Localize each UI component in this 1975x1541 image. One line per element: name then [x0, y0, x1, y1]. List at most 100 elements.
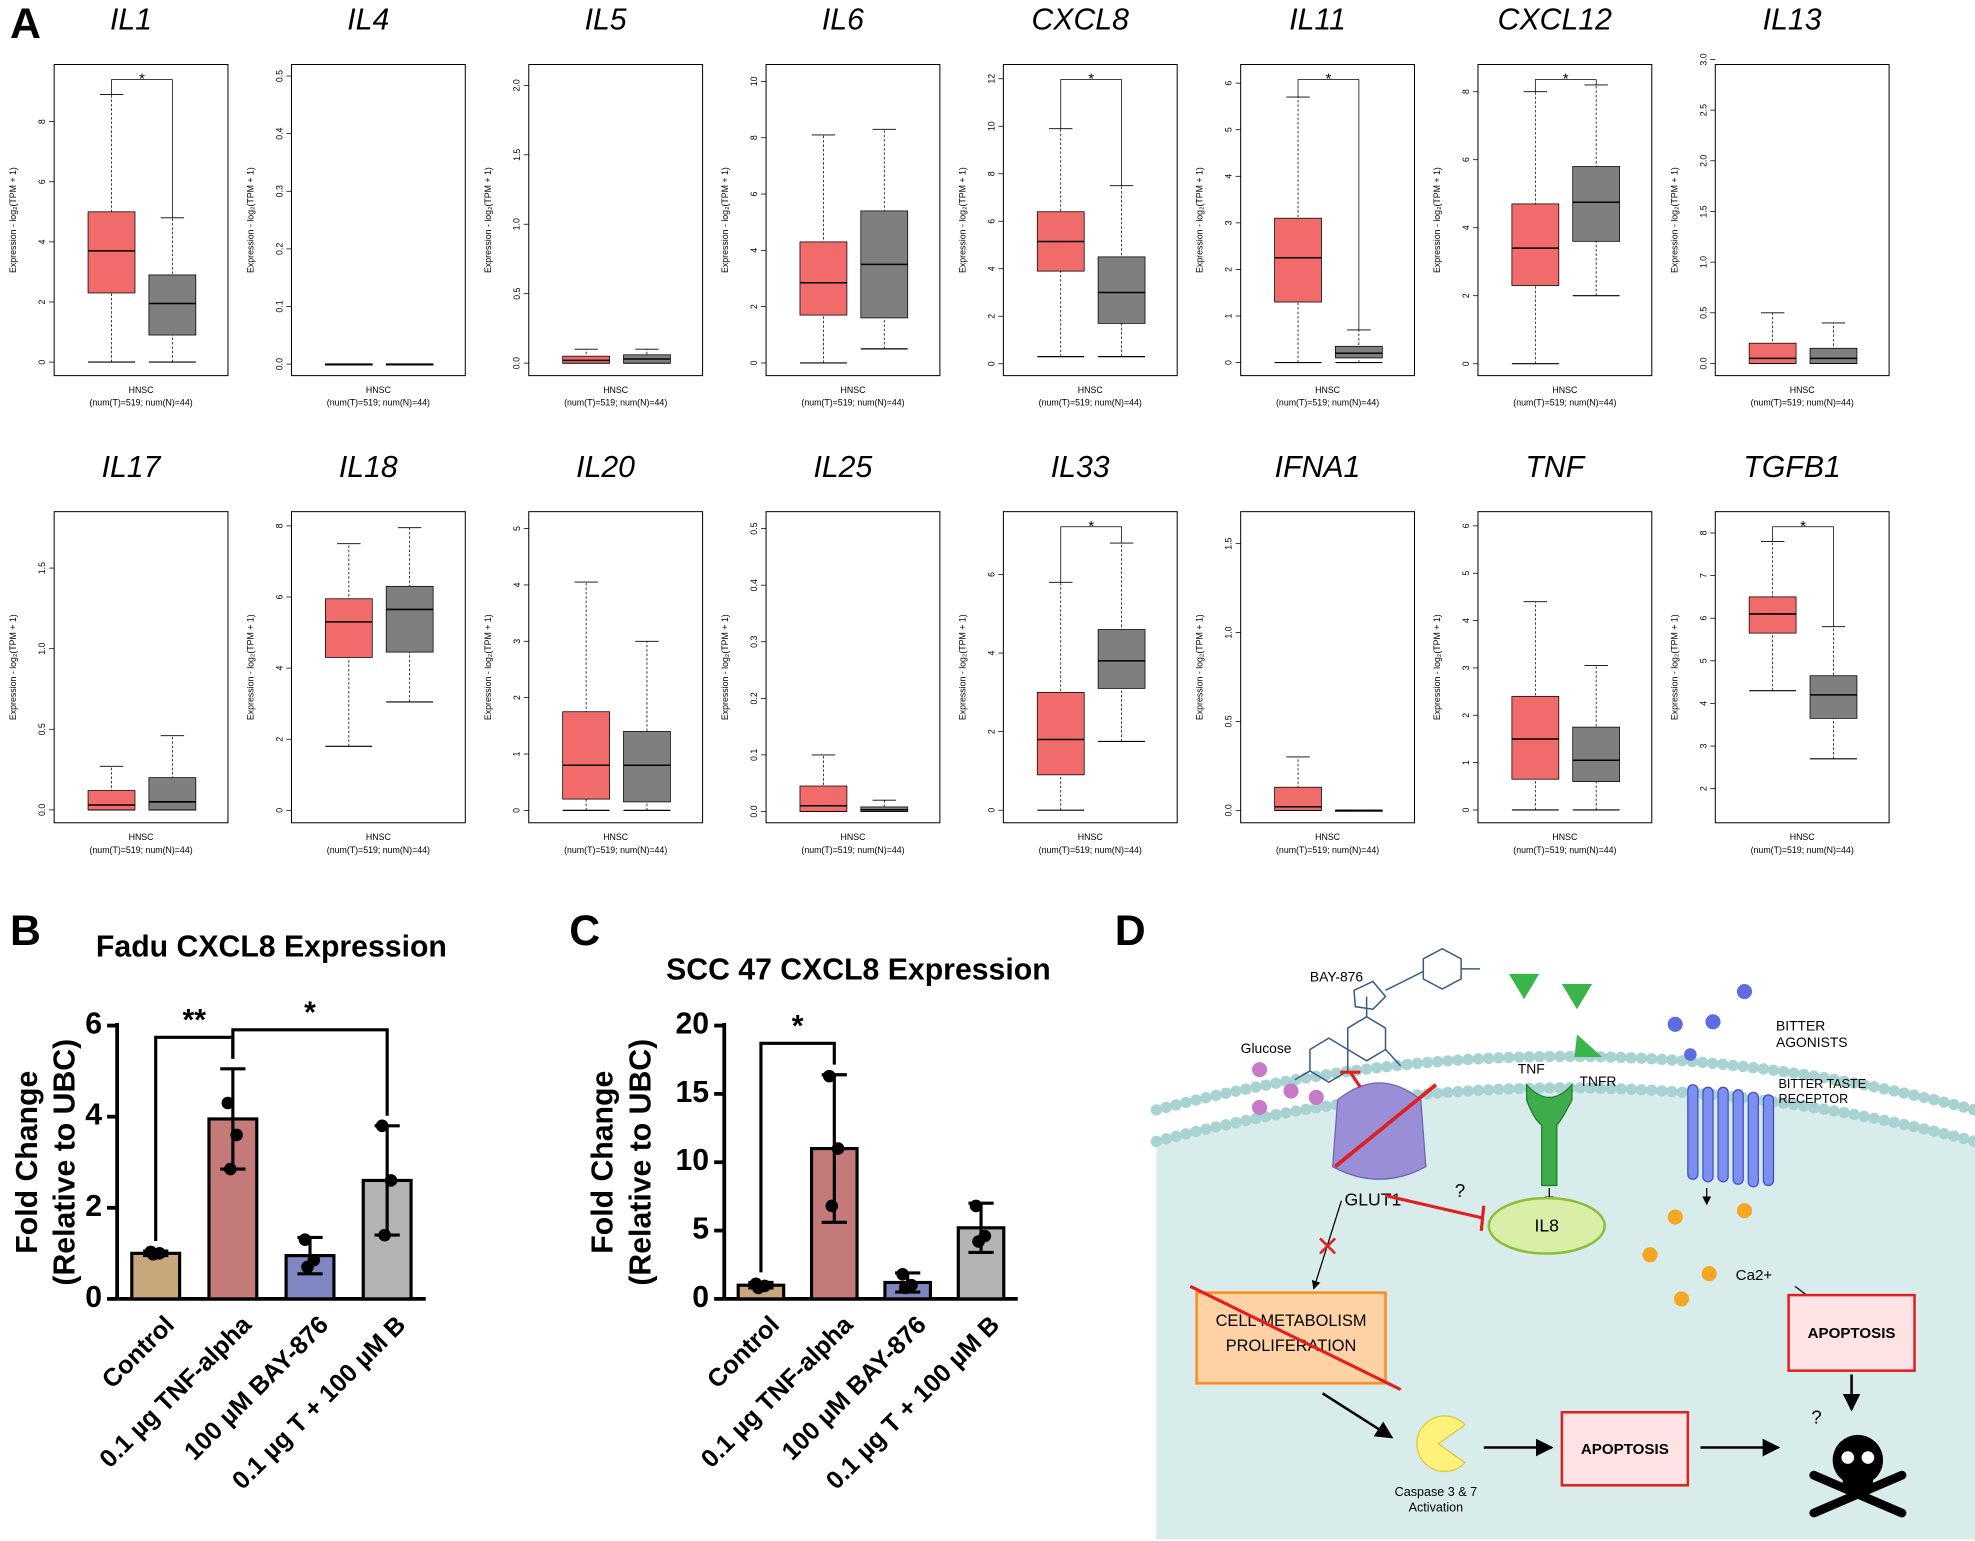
- chart-title: IFNA1: [1275, 451, 1361, 484]
- membrane: [1150, 1050, 1975, 1116]
- chart-title: TGFB1: [1743, 451, 1840, 484]
- y-axis-label: Expression - log₂(TPM + 1): [245, 614, 255, 720]
- panel-label: B: [10, 907, 41, 955]
- box: [1572, 726, 1621, 782]
- data-point: [375, 1119, 389, 1133]
- box: [148, 274, 197, 336]
- x-axis-label: HNSC: [366, 832, 392, 842]
- tnfr-label: TNFR: [1579, 1073, 1616, 1089]
- y-tick-label: 0.3: [749, 636, 759, 648]
- x-axis-note: (num(T)=519; num(N)=44): [1039, 845, 1142, 855]
- box: [324, 598, 373, 658]
- y-tick-label: 0.3: [274, 185, 284, 197]
- y-tick-label: 8: [37, 119, 47, 124]
- chart-title: IL4: [347, 4, 389, 37]
- y-tick-label: 4: [274, 666, 284, 671]
- y-tick-label: 1.5: [1698, 205, 1708, 217]
- chart-title: IL25: [813, 451, 872, 484]
- y-tick-label: 4: [1698, 701, 1708, 706]
- y-tick-label: 2: [1698, 786, 1708, 791]
- box: [1511, 695, 1560, 780]
- significance-bracket: [759, 1041, 836, 1273]
- box: [385, 585, 434, 653]
- il8: [1487, 1196, 1606, 1255]
- significance-label: *: [1800, 518, 1806, 535]
- y-tick-label: 10: [676, 1144, 710, 1177]
- y-tick-label: 0.5: [37, 723, 47, 735]
- y-tick-label: 4: [37, 239, 47, 244]
- plot-frame: [528, 511, 704, 824]
- chart-title: IL6: [822, 4, 864, 37]
- panel-label: A: [10, 0, 41, 48]
- box: [1511, 203, 1560, 286]
- data-point: [831, 1142, 845, 1155]
- y-axis-label: Expression - log₂(TPM + 1): [483, 614, 493, 720]
- glucose: [1252, 1099, 1268, 1115]
- cross: [1189, 1284, 1402, 1391]
- y-axis-label: Expression - log₂(TPM + 1): [245, 167, 255, 273]
- panel-label: D: [1115, 907, 1146, 955]
- bitter-agonists: [1667, 983, 1753, 1061]
- chart-title: IL20: [576, 451, 635, 484]
- y-tick-label: 2: [1224, 267, 1234, 272]
- y-tick-label: 0: [37, 360, 47, 365]
- panel-label: C: [569, 907, 600, 955]
- data-point: [146, 1247, 160, 1261]
- apoptosis-box: [1787, 1293, 1916, 1372]
- significance-label: **: [183, 1004, 207, 1037]
- y-tick-label: 1: [1224, 313, 1234, 318]
- y-tick-label: 1.0: [1224, 626, 1234, 638]
- y-tick-label: 6: [749, 191, 759, 196]
- y-tick-label: 6: [986, 572, 996, 577]
- x-axis-label: HNSC: [1078, 832, 1104, 842]
- y-tick-label: 0.5: [1698, 307, 1708, 319]
- y-tick-label: 0.5: [512, 287, 522, 299]
- data-point: [301, 1260, 314, 1274]
- diagram: BAY-876 Glucose GLUT1 TNF TNFR IL8 ? BIT…: [1150, 908, 1975, 1540]
- chart-title: IL5: [585, 4, 627, 37]
- tnf: [1561, 983, 1593, 1010]
- y-tick-label: 10: [749, 76, 759, 86]
- y-tick-label: 12: [986, 74, 996, 84]
- y-tick-label: 0.5: [1224, 715, 1234, 727]
- significance-bracket: [1772, 526, 1834, 627]
- y-tick-label: 6: [85, 1008, 102, 1041]
- plot-frame: [765, 64, 941, 377]
- y-tick-label: 0: [512, 808, 522, 813]
- receptor: [1687, 1084, 1775, 1188]
- tnf-label: TNF: [1518, 1060, 1545, 1076]
- y-tick-label: 2: [274, 737, 284, 742]
- skull: [1809, 1434, 1907, 1518]
- significance-bracket: [111, 79, 173, 218]
- y-tick-label: 0.4: [749, 579, 759, 591]
- y-tick-label: 2: [986, 729, 996, 734]
- y-tick-label: 5: [1224, 127, 1234, 132]
- x-axis-note: (num(T)=519; num(N)=44): [327, 845, 430, 855]
- y-tick-label: 2.0: [512, 79, 522, 91]
- chart-title: IL11: [1289, 4, 1346, 37]
- receptor-label: BITTER TASTE: [1779, 1077, 1867, 1091]
- x-axis-note: (num(T)=519; num(N)=44): [1751, 845, 1854, 855]
- box: [1097, 256, 1146, 324]
- il8-label: IL8: [1534, 1216, 1559, 1236]
- significance-bracket: [1297, 79, 1360, 330]
- y-tick-label: 4: [749, 248, 759, 253]
- inhibit: [1340, 1070, 1362, 1089]
- plot-frame: [290, 511, 466, 824]
- y-tick-label: 0: [1224, 360, 1234, 365]
- y-tick-label: 4: [1461, 618, 1471, 623]
- y-axis-label: Expression - log₂(TPM + 1): [8, 614, 18, 720]
- y-tick-label: 6: [986, 219, 996, 224]
- box: [1748, 342, 1797, 364]
- x-axis-label: HNSC: [1790, 832, 1816, 842]
- y-tick-label: 8: [1698, 530, 1708, 535]
- y-tick-label: 2: [512, 695, 522, 700]
- agonist-label: BITTER: [1776, 1017, 1825, 1033]
- y-tick-label: 0.2: [749, 692, 759, 704]
- y-tick-label: 4: [85, 1099, 102, 1132]
- data-point: [384, 1174, 398, 1187]
- x-axis-note: (num(T)=519; num(N)=44): [1751, 398, 1854, 408]
- y-tick-label: 0.0: [37, 804, 47, 816]
- y-tick-label: 0: [1461, 361, 1471, 366]
